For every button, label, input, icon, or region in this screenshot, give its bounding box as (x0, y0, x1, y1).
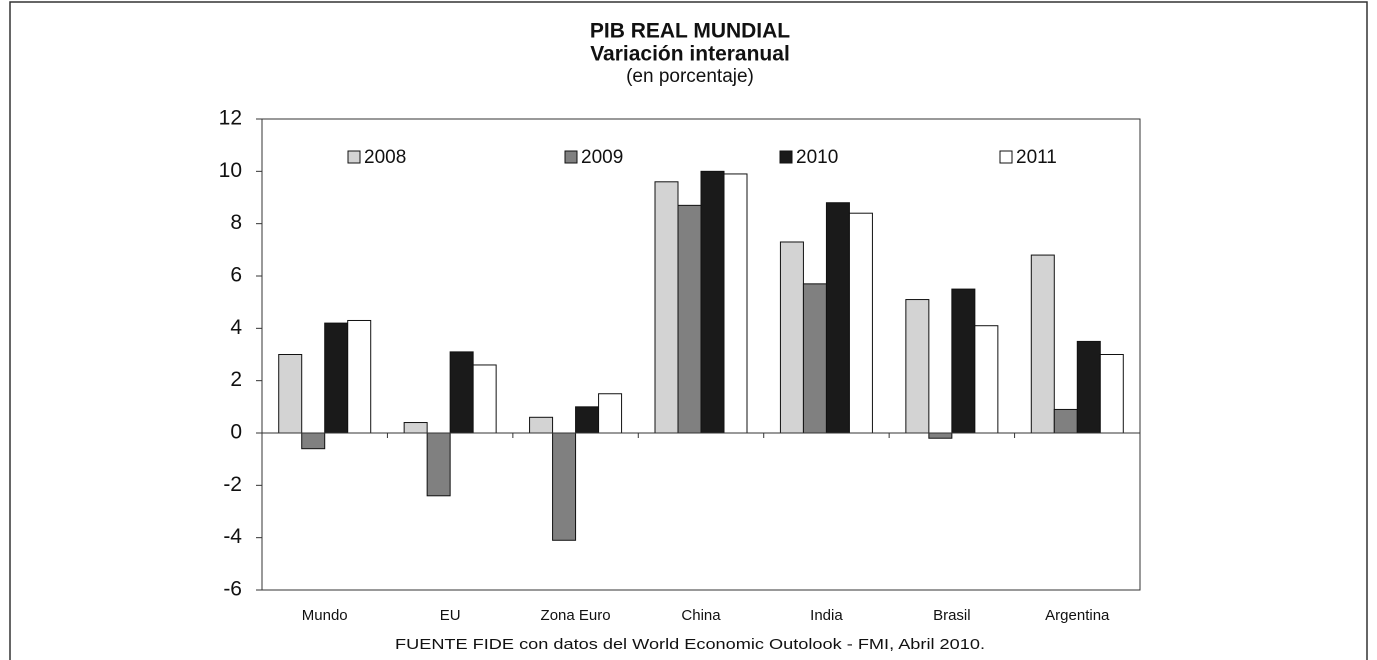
bar (403, 422, 428, 434)
bar (301, 432, 326, 450)
chart-subtitle: Variación interanual (590, 43, 790, 66)
bar (278, 354, 303, 434)
x-tick-label: Zona Euro (541, 607, 611, 624)
plot-area (261, 118, 1141, 591)
bar (529, 416, 554, 434)
x-tick-label: China (681, 607, 721, 624)
chart-title: PIB REAL MUNDIAL (590, 20, 790, 43)
y-tick-label: -4 (223, 525, 242, 548)
chart-units: (en porcentaje) (626, 66, 754, 87)
y-tick-label: 8 (230, 211, 242, 234)
legend-label: 2009 (581, 147, 623, 168)
y-tick-label: 6 (230, 264, 242, 287)
bar (426, 432, 451, 497)
bar (1099, 354, 1124, 434)
bar (654, 181, 679, 434)
bar (905, 299, 930, 434)
legend-label: 2010 (796, 147, 838, 168)
x-tick-label: Brasil (933, 607, 971, 624)
source-note: FUENTE FIDE con datos del World Economic… (395, 636, 985, 653)
bar (1053, 408, 1078, 434)
bar (802, 283, 827, 434)
frame (9, 1, 1368, 660)
bar (848, 212, 873, 434)
x-tick-label: EU (440, 607, 461, 624)
x-tick-label: Argentina (1045, 607, 1110, 624)
bar (974, 325, 999, 434)
y-tick-label: 12 (219, 107, 242, 130)
x-tick-label: India (810, 607, 843, 624)
bar (677, 204, 702, 434)
y-tick-label: 10 (219, 159, 242, 182)
bar (598, 393, 623, 434)
legend-swatch (999, 150, 1013, 164)
y-tick-label: -2 (223, 473, 242, 496)
bar (1030, 254, 1055, 434)
y-tick-label: -6 (223, 578, 242, 601)
bar (324, 322, 349, 434)
bar (779, 241, 804, 434)
legend-swatch (779, 150, 793, 164)
bar (700, 170, 725, 434)
legend-label: 2011 (1016, 147, 1057, 168)
bar (472, 364, 497, 434)
bar (1076, 340, 1101, 434)
bar (951, 288, 976, 434)
bar (347, 319, 372, 434)
legend-swatch (564, 150, 578, 164)
y-tick-label: 0 (230, 421, 242, 444)
bar (575, 406, 600, 434)
legend-label: 2008 (364, 147, 406, 168)
y-tick-label: 4 (230, 316, 242, 339)
bar (825, 202, 850, 434)
legend-swatch (347, 150, 361, 164)
bar (723, 173, 748, 434)
bar (449, 351, 474, 434)
bar (552, 432, 577, 541)
bar (928, 432, 953, 439)
x-tick-label: Mundo (302, 607, 348, 624)
y-tick-label: 2 (230, 368, 242, 391)
